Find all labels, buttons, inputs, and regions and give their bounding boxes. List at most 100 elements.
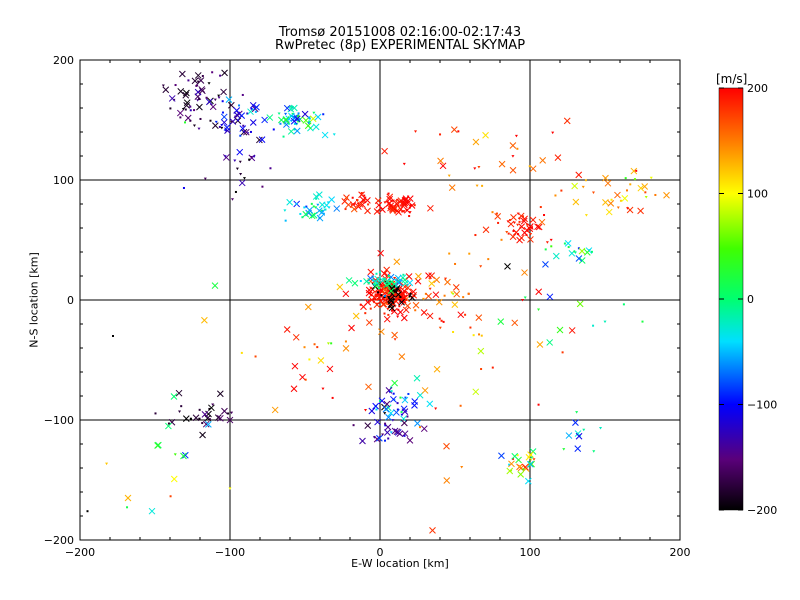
data-point-tri (220, 126, 224, 130)
data-point-cross (124, 494, 132, 502)
data-point-tri (393, 277, 397, 280)
data-point-cross (373, 208, 381, 215)
data-point-cross (225, 96, 233, 103)
data-point-cross (536, 341, 544, 348)
data-point-cross (614, 191, 621, 199)
data-point-dot (189, 417, 192, 420)
data-point-cross (365, 289, 373, 297)
data-point-cross (360, 303, 367, 311)
data-point-cross (556, 326, 564, 334)
data-point-dot (351, 196, 354, 199)
data-point-dot (384, 439, 387, 442)
data-point-dot (644, 191, 647, 194)
data-point-tri (197, 127, 201, 131)
data-point-cross (406, 279, 414, 287)
data-point-cross (406, 437, 414, 444)
data-point-cross (391, 427, 399, 435)
data-point-dot (388, 305, 391, 308)
data-point-tri (230, 198, 234, 201)
data-point-cross (359, 437, 366, 445)
data-point-tri (283, 209, 287, 212)
data-point-dot (198, 98, 201, 101)
data-point-dot (497, 221, 500, 224)
data-point-cross (233, 111, 241, 119)
data-point-cross (205, 420, 212, 428)
data-point-tri (395, 298, 399, 302)
data-point-cross (400, 200, 408, 208)
data-point-cross (482, 226, 490, 234)
data-point-cross (507, 220, 515, 228)
data-point-dot (312, 205, 315, 208)
data-point-cross (199, 87, 206, 95)
data-point-cross (328, 196, 335, 203)
data-point-cross (510, 214, 517, 221)
data-point-dot (360, 192, 363, 195)
data-point-dot (402, 200, 405, 203)
data-point-tri (350, 204, 354, 207)
data-point-tri (239, 173, 243, 176)
data-point-dot (481, 184, 484, 187)
data-point-cross (387, 287, 395, 295)
data-point-cross (211, 282, 219, 289)
data-point-cross (256, 136, 263, 144)
data-point-tri (376, 210, 380, 213)
data-point-tri (396, 204, 400, 207)
data-point-cross (342, 290, 350, 298)
data-point-dot (242, 130, 245, 133)
colorbar-tick-label: −200 (747, 504, 777, 517)
data-point-dot (467, 292, 470, 295)
data-point-cross (216, 414, 224, 422)
data-point-dot (180, 405, 183, 408)
data-point-dot (189, 105, 192, 108)
data-point-cross (641, 183, 649, 190)
data-point-dot (560, 189, 563, 192)
data-point-cross (432, 291, 440, 299)
data-point-cross (602, 199, 609, 206)
data-point-cross (602, 174, 609, 182)
data-point-cross (509, 166, 517, 174)
data-point-cross (572, 419, 579, 426)
data-point-cross (526, 223, 534, 230)
data-point-dot (401, 210, 404, 213)
data-point-tri (408, 211, 412, 214)
data-point-cross (177, 87, 185, 95)
data-point-dot (236, 119, 239, 122)
data-point-cross (222, 154, 230, 161)
data-point-cross (283, 326, 291, 333)
data-point-tri (381, 433, 385, 437)
data-point-tri (203, 177, 207, 181)
data-point-cross (198, 86, 206, 93)
data-point-dot (198, 417, 201, 420)
data-point-dot (112, 335, 114, 337)
y-tick-label: 200 (53, 54, 74, 67)
data-point-dot (590, 250, 593, 253)
data-point-cross (386, 193, 394, 201)
data-point-cross (439, 162, 447, 170)
data-point-dot (297, 114, 300, 117)
data-point-cross (529, 216, 537, 224)
data-point-dot (633, 178, 636, 181)
data-point-cross (400, 314, 408, 322)
data-point-cross (373, 282, 381, 289)
data-point-cross (539, 157, 547, 164)
data-point-cross (258, 136, 266, 143)
data-point-dot (544, 248, 547, 251)
data-point-tri (326, 342, 330, 345)
data-point-tri (230, 411, 234, 415)
data-point-cross (365, 286, 373, 294)
data-point-cross (348, 324, 355, 332)
data-point-cross (308, 212, 316, 220)
data-point-cross (201, 316, 208, 324)
data-point-cross (345, 277, 353, 284)
data-point-cross (342, 345, 350, 352)
data-point-cross (358, 191, 365, 199)
data-point-dot (201, 75, 204, 78)
data-point-cross (420, 425, 428, 433)
data-point-cross (380, 270, 388, 277)
data-point-dot (331, 396, 334, 399)
data-point-dot (376, 292, 379, 295)
data-point-tri (532, 458, 536, 461)
data-point-dot (356, 199, 359, 202)
data-point-tri (214, 120, 218, 124)
data-point-dot (554, 194, 557, 197)
